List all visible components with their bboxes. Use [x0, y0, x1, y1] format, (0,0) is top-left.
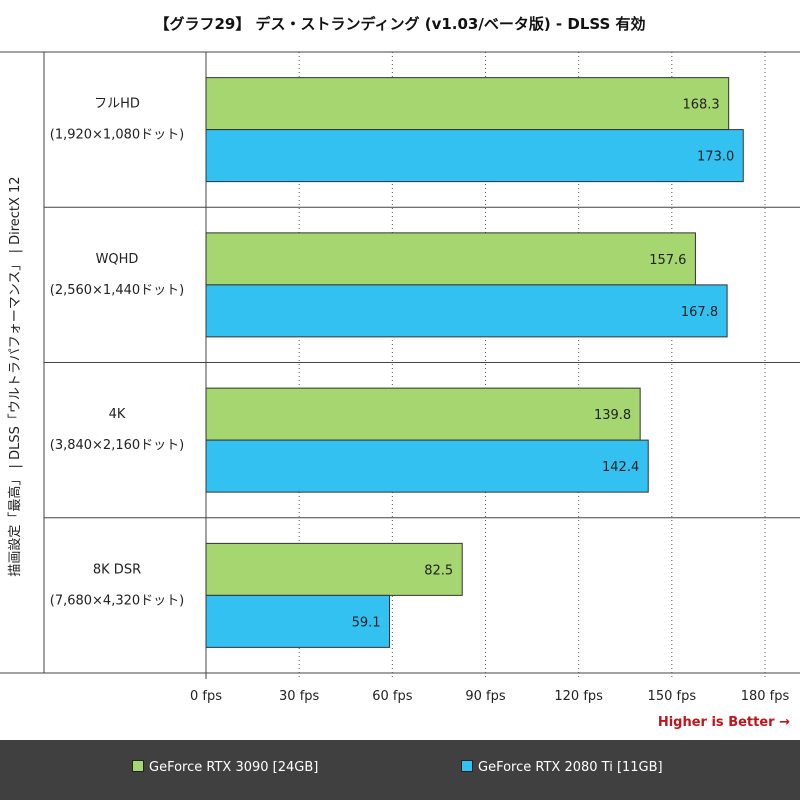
- x-tick-label-0: 0 fps: [190, 689, 222, 704]
- bar-series-1-cat-3: [205, 594, 391, 648]
- category-label-3: 8K DSR: [93, 562, 141, 577]
- bar-value-label-series-0-cat-1: 157.6: [649, 253, 686, 268]
- category-sublabel-3: (7,680×4,320ドット): [50, 593, 184, 608]
- x-tick-label-4: 120 fps: [554, 689, 603, 704]
- legend-swatch-series-1: [461, 760, 473, 772]
- bar-series-1-cat-0: [205, 129, 744, 183]
- bar-value-label-series-1-cat-1: 167.8: [681, 305, 718, 320]
- bar-value-label-series-0-cat-2: 139.8: [594, 408, 631, 423]
- bar-value-label-series-1-cat-0: 173.0: [697, 150, 734, 165]
- legend: GeForce RTX 3090 [24GB] GeForce RTX 2080…: [0, 740, 800, 800]
- category-label-1: WQHD: [96, 252, 139, 267]
- bar-chart: 0 fps 30 fps 60 fps 90 fps 120 fps 150 fps 180…: [0, 51, 800, 730]
- x-tick-label-6: 180 fps: [741, 689, 790, 704]
- bar-value-label-series-0-cat-3: 82.5: [424, 563, 453, 578]
- category-sublabel-2: (3,840×2,160ドット): [50, 438, 184, 453]
- legend-label-series-0: GeForce RTX 3090 [24GB]: [149, 760, 319, 775]
- bar-series-0-cat-3: [205, 542, 463, 596]
- category-label-2: 4K: [109, 407, 126, 422]
- category-sublabel-1: (2,560×1,440ドット): [50, 283, 184, 298]
- x-tick-label-1: 30 fps: [279, 689, 320, 704]
- legend-item-series-1: GeForce RTX 2080 Ti [11GB]: [461, 760, 663, 775]
- category-sublabel-0: (1,920×1,080ドット): [50, 128, 184, 143]
- bar-series-0-cat-2: [205, 387, 641, 441]
- bar-series-1-cat-2: [205, 439, 649, 493]
- x-tick-label-2: 60 fps: [372, 689, 413, 704]
- higher-is-better-annotation: Higher is Better →: [658, 715, 790, 730]
- chart-title: 【グラフ29】 デス・ストランディング (v1.03/ベータ版) - DLSS …: [154, 15, 646, 33]
- bar-series-0-cat-0: [205, 77, 730, 131]
- y-axis-label: 描画設定「最高」 | DLSS「ウルトラパフォーマンス」 | DirectX 1…: [7, 176, 23, 576]
- category-label-0: フルHD: [94, 97, 140, 112]
- bar-value-label-series-0-cat-0: 168.3: [682, 98, 719, 113]
- x-tick-label-5: 150 fps: [648, 689, 697, 704]
- legend-swatch-series-0: [132, 760, 144, 772]
- bar-value-label-series-1-cat-2: 142.4: [602, 460, 639, 475]
- x-tick-label-3: 90 fps: [465, 689, 506, 704]
- legend-label-series-1: GeForce RTX 2080 Ti [11GB]: [478, 760, 663, 775]
- bar-series-0-cat-1: [205, 232, 696, 286]
- bar-series-1-cat-1: [205, 284, 728, 338]
- bar-value-label-series-1-cat-3: 59.1: [352, 615, 381, 630]
- legend-item-series-0: GeForce RTX 3090 [24GB]: [132, 760, 318, 775]
